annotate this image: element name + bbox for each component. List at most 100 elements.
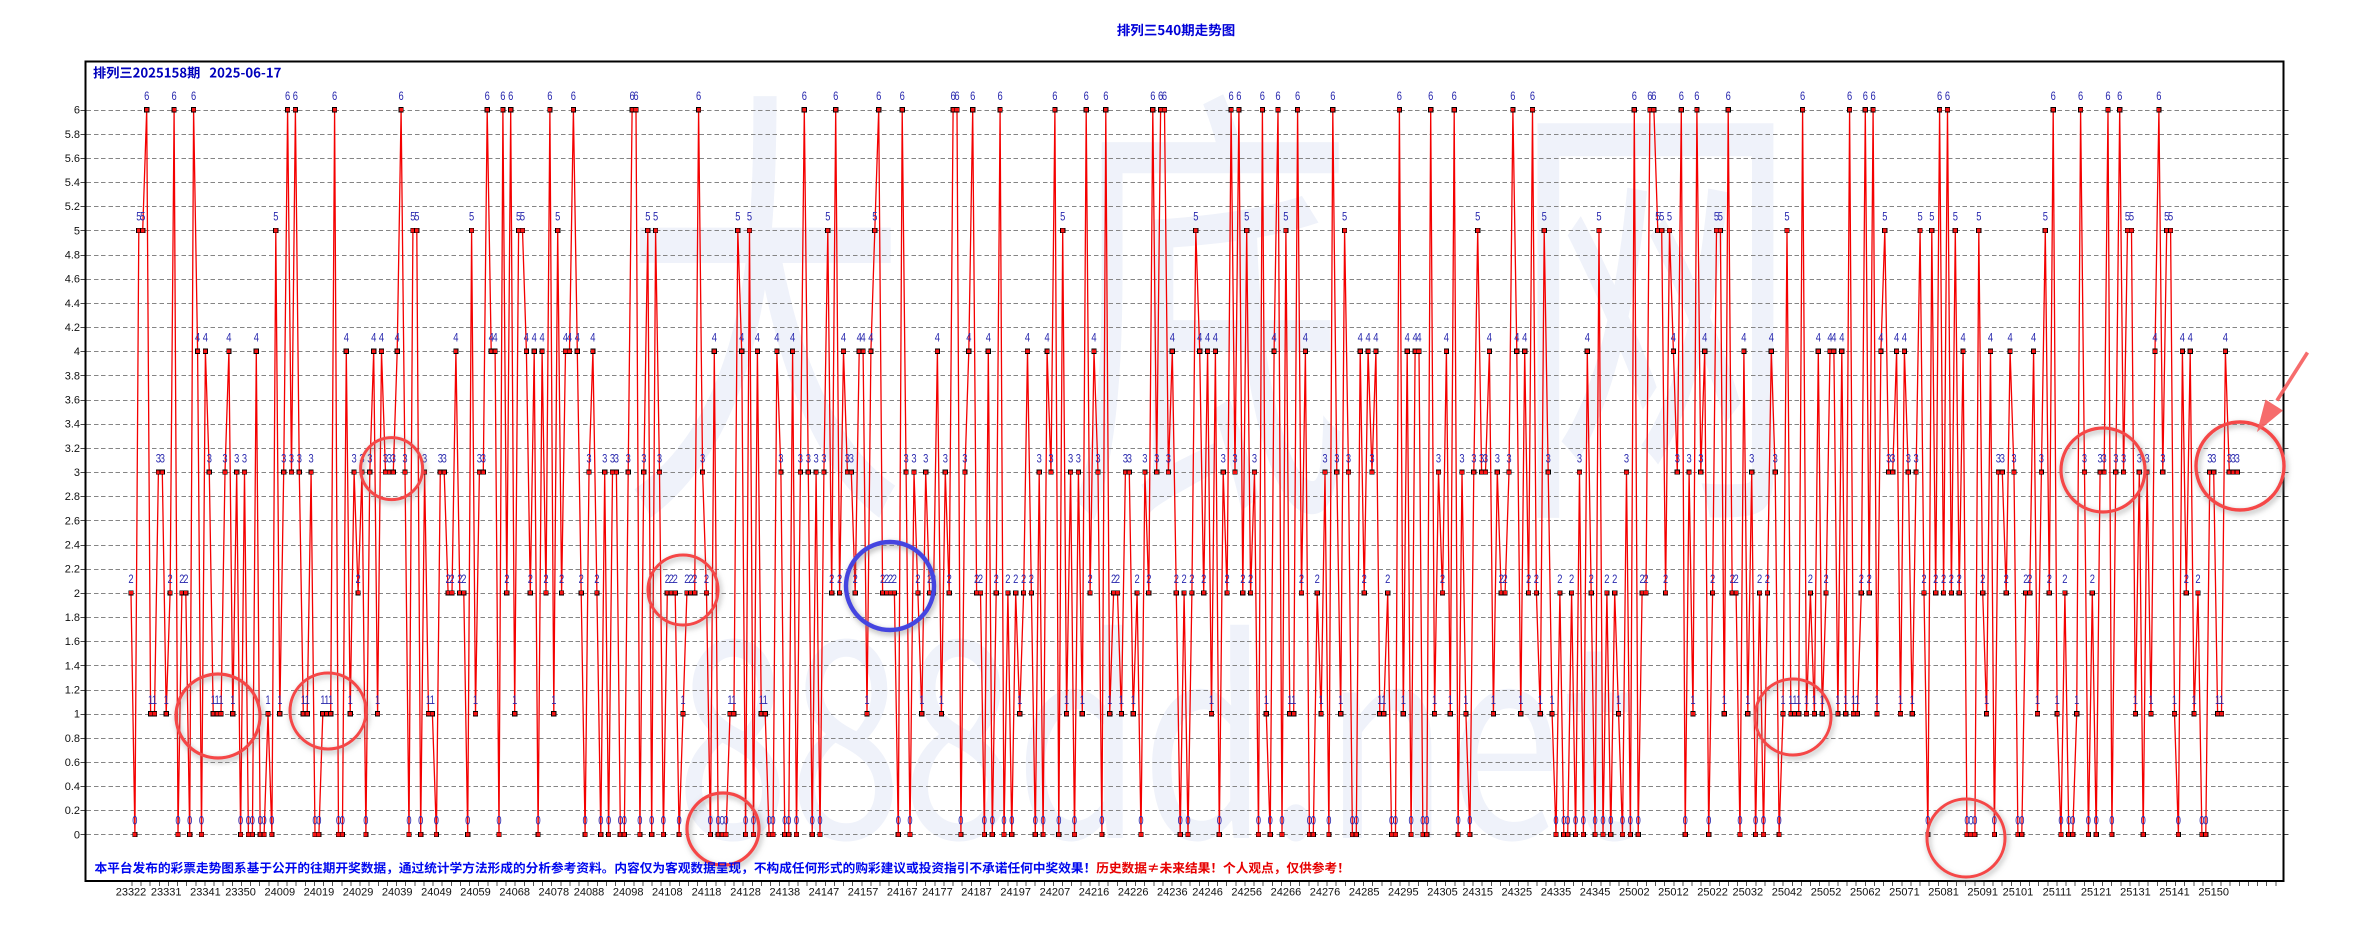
svg-text:3: 3 [1037,452,1042,465]
svg-text:4: 4 [567,331,572,344]
svg-text:4: 4 [575,331,580,344]
svg-text:0.6: 0.6 [65,757,80,769]
svg-text:3: 3 [2113,452,2118,465]
svg-text:2: 2 [1733,573,1738,586]
svg-text:2: 2 [594,573,599,586]
svg-text:2: 2 [1189,573,1194,586]
svg-text:2: 2 [1134,573,1139,586]
svg-text:6: 6 [1530,90,1535,103]
svg-text:4: 4 [1839,331,1844,344]
svg-text:6: 6 [997,90,1002,103]
svg-text:2: 2 [1087,573,1092,586]
svg-text:0: 0 [269,815,274,828]
svg-text:0: 0 [1565,815,1570,828]
svg-text:3: 3 [1698,452,1703,465]
svg-text:5: 5 [1655,211,1660,224]
svg-text:5: 5 [516,211,521,224]
svg-text:1: 1 [1538,694,1543,707]
svg-text:25002: 25002 [1619,887,1650,899]
svg-text:3: 3 [1127,452,1132,465]
svg-text:2: 2 [1639,573,1644,586]
svg-text:4: 4 [1487,331,1492,344]
svg-text:3: 3 [351,452,356,465]
svg-text:1: 1 [152,694,157,707]
svg-text:25141: 25141 [2159,887,2190,899]
svg-text:0: 0 [1354,815,1359,828]
svg-text:2: 2 [1534,573,1539,586]
svg-text:3: 3 [1166,452,1171,465]
svg-text:6: 6 [332,90,337,103]
svg-text:3: 3 [1906,452,1911,465]
svg-text:5.6: 5.6 [65,153,80,165]
svg-text:1: 1 [320,694,325,707]
svg-text:0: 0 [1256,815,1261,828]
svg-text:3: 3 [1996,452,2001,465]
svg-text:6: 6 [508,90,513,103]
svg-text:25131: 25131 [2120,887,2151,899]
svg-text:25032: 25032 [1733,887,1764,899]
svg-text:3.4: 3.4 [65,419,80,431]
svg-text:0: 0 [1268,815,1273,828]
svg-text:0: 0 [199,815,204,828]
svg-text:3: 3 [1076,452,1081,465]
svg-text:4: 4 [1170,331,1175,344]
svg-text:4: 4 [344,331,349,344]
svg-text:3: 3 [297,452,302,465]
svg-text:0: 0 [1600,815,1605,828]
svg-text:5: 5 [872,211,877,224]
svg-text:0: 0 [817,815,822,828]
svg-text:4: 4 [739,331,744,344]
svg-text:2: 2 [559,573,564,586]
svg-text:4: 4 [774,331,779,344]
svg-text:2: 2 [183,573,188,586]
svg-text:6: 6 [1260,90,1265,103]
svg-text:0: 0 [1467,815,1472,828]
svg-text:1.8: 1.8 [65,612,80,624]
svg-text:0: 0 [982,815,987,828]
svg-text:2: 2 [1663,573,1668,586]
svg-text:3: 3 [1913,452,1918,465]
svg-text:1: 1 [1835,694,1840,707]
svg-text:0: 0 [2066,815,2071,828]
svg-text:1: 1 [1796,694,1801,707]
svg-text:5: 5 [555,211,560,224]
svg-text:3: 3 [778,452,783,465]
svg-text:0: 0 [708,815,713,828]
svg-text:1: 1 [1843,694,1848,707]
svg-text:2: 2 [355,573,360,586]
svg-text:6: 6 [547,90,552,103]
svg-text:4: 4 [1444,331,1449,344]
svg-text:24325: 24325 [1502,887,1533,899]
svg-text:0: 0 [2070,815,2075,828]
svg-text:0: 0 [794,815,799,828]
svg-text:0: 0 [990,815,995,828]
svg-text:2: 2 [673,573,678,586]
svg-text:2: 2 [1526,573,1531,586]
svg-text:4: 4 [755,331,760,344]
svg-text:6: 6 [970,90,975,103]
svg-text:4: 4 [1271,331,1276,344]
svg-text:1: 1 [864,694,869,707]
svg-text:1: 1 [301,694,306,707]
svg-text:0: 0 [261,815,266,828]
svg-text:2: 2 [1115,573,1120,586]
svg-text:1.2: 1.2 [65,684,80,696]
svg-text:0: 0 [1056,815,1061,828]
svg-text:5: 5 [2129,211,2134,224]
svg-text:0: 0 [1964,815,1969,828]
svg-text:2: 2 [1859,573,1864,586]
svg-text:4: 4 [860,331,865,344]
svg-text:1: 1 [1851,694,1856,707]
svg-text:5: 5 [1718,211,1723,224]
svg-text:2.8: 2.8 [65,491,80,503]
svg-text:0: 0 [1620,815,1625,828]
svg-text:1: 1 [1874,694,1879,707]
svg-text:1: 1 [731,694,736,707]
svg-text:3: 3 [1483,452,1488,465]
svg-text:2: 2 [1808,573,1813,586]
svg-text:4: 4 [986,331,991,344]
svg-text:0: 0 [1326,815,1331,828]
svg-text:3: 3 [1232,452,1237,465]
svg-text:25150: 25150 [2198,887,2229,899]
svg-text:0: 0 [1279,815,1284,828]
